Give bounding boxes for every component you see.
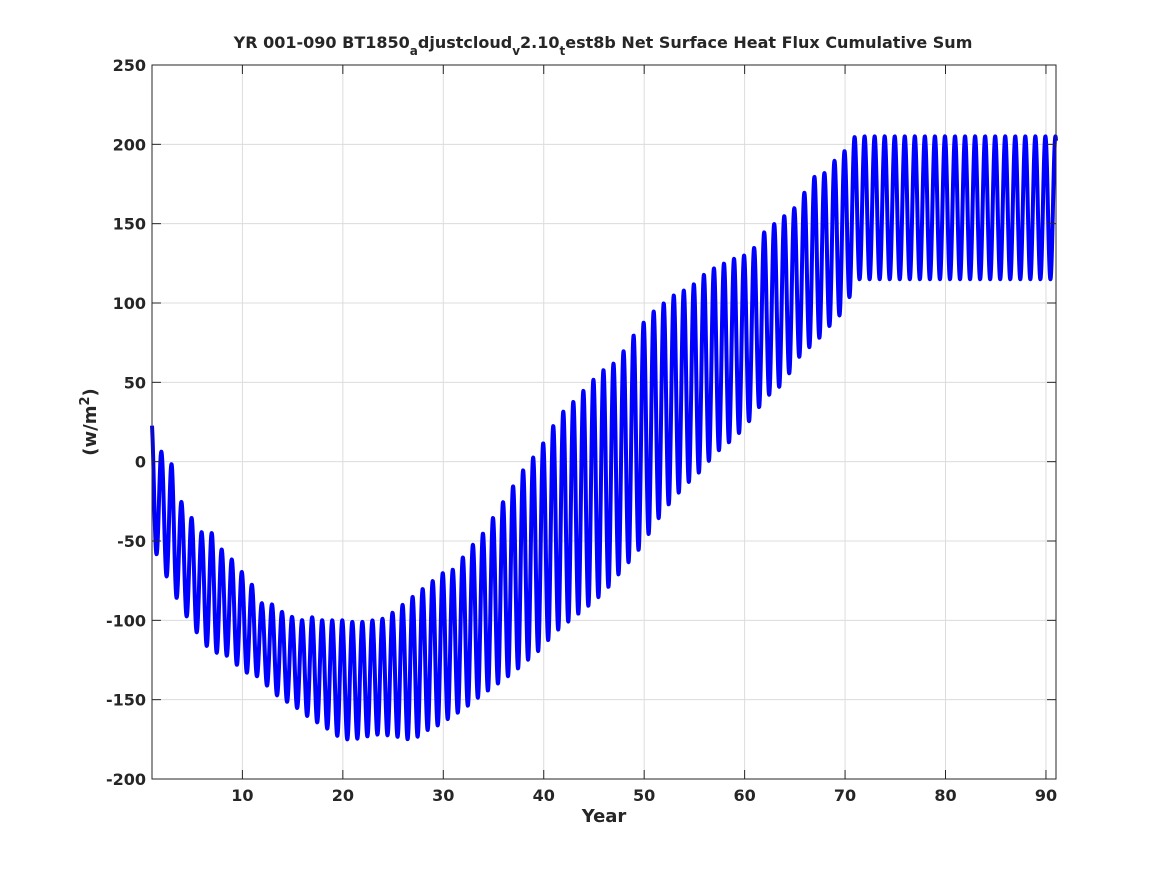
axis-ticks [152, 64, 1056, 780]
y-tick-label: 100 [113, 294, 146, 313]
series-line [150, 134, 1058, 742]
y-tick-label: -50 [117, 532, 146, 551]
x-axis-label: Year [581, 806, 627, 827]
x-tick-label: 60 [733, 786, 755, 805]
tick-labels: 10 20 30 40 50 60 70 80 90 250 200 150 100 50 0 -50 -100… [106, 56, 1057, 805]
chart-title-segment: djustcloud [418, 33, 512, 52]
x-tick-label: 20 [332, 786, 354, 805]
series-layer [150, 134, 1058, 742]
x-tick-label: 40 [533, 786, 555, 805]
x-tick-label: 80 [934, 786, 956, 805]
y-tick-label: 0 [135, 453, 146, 472]
x-tick-label: 50 [633, 786, 655, 805]
x-tick-label: 90 [1035, 786, 1057, 805]
y-tick-label: -150 [106, 691, 146, 710]
chart-title-segment: est8b Net Surface Heat Flux Cumulative S… [565, 33, 972, 52]
y-label-superscript: 2 [78, 397, 93, 406]
chart-title-segment: v [512, 44, 520, 58]
axes-box [151, 64, 1057, 780]
y-tick-label: -100 [106, 611, 146, 630]
y-tick-label: 200 [113, 135, 146, 154]
chart-title: YR 001-090 BT1850adjustcloudv2.10test8b … [233, 33, 973, 58]
chart-title-segment: YR 001-090 BT1850 [233, 33, 410, 52]
x-tick-label: 30 [432, 786, 454, 805]
y-tick-label: 150 [113, 215, 146, 234]
y-tick-label: 50 [124, 373, 146, 392]
y-label-base: (w/m [80, 406, 101, 456]
chart-title-segment: 2.10 [520, 33, 559, 52]
y-label-close: ) [80, 388, 101, 396]
x-tick-label: 70 [834, 786, 856, 805]
chart-title-segment: t [560, 44, 566, 58]
x-tick-label: 10 [231, 786, 253, 805]
y-tick-label: -200 [106, 770, 146, 789]
y-tick-label: 250 [113, 56, 146, 75]
y-axis-label: (w/m2) [78, 388, 101, 455]
chart-title-segment: a [410, 44, 418, 58]
